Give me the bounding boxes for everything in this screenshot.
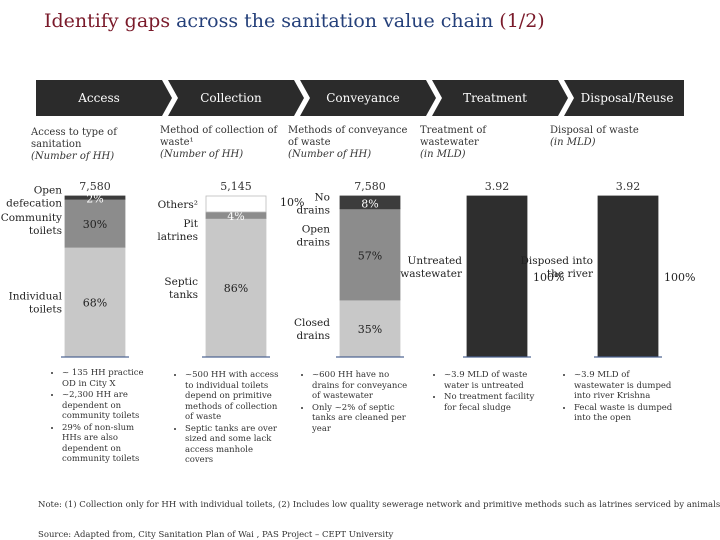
bullet-item: Septic tanks are over sized and some lac… bbox=[185, 424, 281, 466]
category-label: Septic tanks bbox=[164, 276, 198, 301]
bullet-item: ~3.9 MLD of wastewater is dumped into ri… bbox=[574, 370, 674, 402]
segment-pct-label: 86% bbox=[224, 282, 248, 295]
segment-pct-label: 100% bbox=[664, 271, 695, 284]
category-label: No drains bbox=[296, 191, 330, 216]
total-label: 5,145 bbox=[220, 180, 252, 193]
bullet-item: Only ~2% of septic tanks are cleaned per… bbox=[312, 403, 408, 435]
category-label: Others² bbox=[158, 199, 198, 211]
chevron-shape bbox=[300, 80, 436, 116]
chevron-shape bbox=[564, 80, 684, 116]
bar-segment bbox=[339, 195, 401, 210]
footnote: Note: (1) Collection only for HH with in… bbox=[38, 500, 720, 510]
chevron-shape bbox=[168, 80, 304, 116]
chevron-disposal-reuse: Disposal/Reuse bbox=[580, 91, 674, 105]
bullet-item: 29% of non-slum HHs are also dependent o… bbox=[62, 423, 148, 465]
total-label: 3.92 bbox=[616, 180, 641, 193]
bullets-access: ~ 135 HH practice OD in City X ~2,300 HH… bbox=[50, 368, 148, 466]
category-label: Disposed into the river bbox=[520, 255, 594, 280]
bullets-disposal: ~3.9 MLD of wastewater is dumped into ri… bbox=[562, 370, 674, 425]
segment-pct-label: 57% bbox=[358, 249, 382, 262]
category-label: Pit latrines bbox=[157, 218, 198, 243]
chevron-arrows bbox=[36, 80, 684, 116]
bullet-item: ~500 HH with access to individual toilet… bbox=[185, 370, 281, 423]
segment-pct-label: 30% bbox=[83, 218, 107, 231]
category-label: Untreated wastewater bbox=[400, 255, 463, 280]
chevron-collection: Collection bbox=[200, 91, 262, 105]
subtitle-conveyance: Methods of conveyance of waste (Number of… bbox=[288, 125, 408, 160]
bullets-conveyance: ~600 HH have no drains for conveyance of… bbox=[300, 370, 408, 435]
category-label: Open defecation bbox=[6, 185, 62, 210]
chevron-shape bbox=[36, 80, 172, 116]
chevron-treatment: Treatment bbox=[463, 91, 527, 105]
segment-pct-label: 100% bbox=[533, 271, 564, 284]
bullet-item: ~3.9 MLD of waste water is untreated bbox=[444, 370, 536, 391]
segment-pct-label: 4% bbox=[227, 210, 244, 223]
chevron-shape bbox=[432, 80, 568, 116]
category-label: Open drains bbox=[296, 223, 330, 248]
bullet-item: ~2,300 HH are dependent on community toi… bbox=[62, 390, 148, 422]
chevron-access: Access bbox=[78, 91, 120, 105]
bar-segment bbox=[64, 195, 126, 200]
bullets-collection: ~500 HH with access to individual toilet… bbox=[173, 370, 281, 467]
source-note: Source: Adapted from, City Sanitation Pl… bbox=[38, 530, 394, 540]
bar-segment bbox=[466, 195, 528, 357]
category-label: Community toilets bbox=[1, 212, 62, 237]
bar-segment bbox=[597, 195, 659, 357]
bar-segment bbox=[64, 198, 126, 248]
bar-segment bbox=[205, 217, 267, 357]
subtitle-disposal: Disposal of waste (in MLD) bbox=[550, 125, 639, 148]
segment-pct-label: 68% bbox=[83, 297, 107, 310]
bullets-treatment: ~3.9 MLD of waste water is untreated No … bbox=[432, 370, 536, 414]
total-label: 3.92 bbox=[485, 180, 510, 193]
chevron-conveyance: Conveyance bbox=[326, 91, 400, 105]
category-label: Individual toilets bbox=[9, 291, 63, 316]
bar-segment bbox=[339, 208, 401, 301]
segment-pct-label: 2% bbox=[86, 193, 103, 206]
subtitle-collection: Method of collection of waste¹ (Number of… bbox=[160, 125, 278, 160]
bullet-item: Fecal waste is dumped into the open bbox=[574, 403, 674, 424]
category-label: Closed drains bbox=[294, 317, 330, 342]
value-chain-chevrons: Access Collection Conveyance Treatment D… bbox=[36, 80, 684, 116]
segment-pct-label: 35% bbox=[358, 323, 382, 336]
bar-segment bbox=[205, 195, 267, 213]
bullet-item: No treatment facility for fecal sludge bbox=[444, 392, 536, 413]
bar-segment bbox=[339, 299, 401, 357]
bullet-item: ~600 HH have no drains for conveyance of… bbox=[312, 370, 408, 402]
segment-pct-label: 10% bbox=[280, 196, 304, 209]
bar-segment bbox=[64, 246, 126, 357]
total-label: 7,580 bbox=[354, 180, 386, 193]
page-title: Identify gaps across the sanitation valu… bbox=[44, 10, 545, 32]
subtitle-treatment: Treatment of wastewater (in MLD) bbox=[420, 125, 487, 160]
bullet-item: ~ 135 HH practice OD in City X bbox=[62, 368, 148, 389]
subtitle-access: Access to type of sanitation (Number of H… bbox=[31, 127, 117, 162]
segment-pct-label: 8% bbox=[361, 197, 378, 210]
total-label: 7,580 bbox=[79, 180, 111, 193]
